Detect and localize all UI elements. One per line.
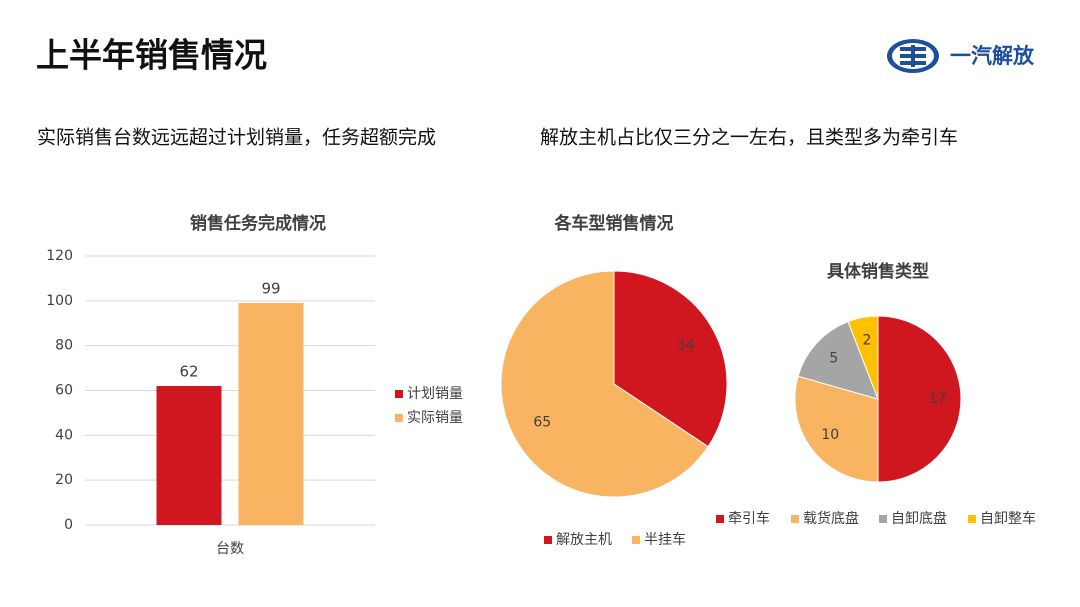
data-label: 5 — [829, 351, 838, 367]
data-label: 62 — [179, 363, 198, 381]
legend-label: 自卸整车 — [980, 510, 1036, 527]
y-tick-label: 100 — [46, 293, 73, 309]
y-tick-label: 60 — [55, 383, 73, 399]
chart-title: 销售任务完成情况 — [190, 213, 326, 234]
bar — [238, 303, 304, 525]
legend-label: 解放主机 — [556, 532, 612, 548]
legend-swatch — [544, 536, 552, 544]
subtitle: 解放主机占比仅三分之一左右，且类型多为牵引车 — [540, 127, 958, 149]
chart-title: 具体销售类型 — [826, 261, 929, 282]
chart-title: 各车型销售情况 — [554, 213, 674, 234]
y-tick-label: 20 — [55, 472, 73, 488]
legend-swatch — [879, 515, 887, 523]
legend-label: 牵引车 — [728, 510, 770, 527]
legend-label: 自卸底盘 — [891, 510, 947, 527]
subtitle: 实际销售台数远远超过计划销量，任务超额完成 — [37, 127, 436, 149]
legend-swatch — [791, 515, 799, 523]
data-label: 34 — [677, 338, 695, 354]
legend-label: 载货底盘 — [803, 510, 859, 527]
legend-label: 实际销量 — [407, 410, 463, 426]
y-tick-label: 120 — [46, 248, 73, 264]
pie-slice — [877, 315, 962, 483]
x-tick-label: 台数 — [216, 541, 244, 557]
logo-emblem — [887, 39, 939, 73]
data-label: 10 — [821, 427, 839, 443]
data-label: 99 — [261, 280, 280, 298]
data-label: 65 — [533, 414, 551, 430]
pie-slice — [500, 270, 709, 498]
data-label: 2 — [863, 332, 872, 348]
pie-slice — [794, 375, 879, 483]
y-tick-label: 80 — [55, 338, 73, 354]
data-label: 17 — [929, 391, 947, 407]
y-tick-label: 40 — [55, 427, 73, 443]
legend-label: 计划销量 — [407, 386, 463, 402]
logo-text: 一汽解放 — [950, 44, 1035, 68]
slide-title: 上半年销售情况 — [36, 36, 267, 75]
legend-swatch — [632, 536, 640, 544]
legend-label: 半挂车 — [644, 531, 686, 548]
pie-slice — [797, 320, 879, 400]
legend-swatch — [968, 515, 976, 523]
legend-swatch — [716, 515, 724, 523]
y-tick-label: 0 — [64, 517, 73, 533]
legend-swatch — [395, 414, 403, 422]
bar — [156, 386, 222, 525]
pie-slice — [847, 315, 879, 400]
legend-swatch — [395, 390, 403, 398]
